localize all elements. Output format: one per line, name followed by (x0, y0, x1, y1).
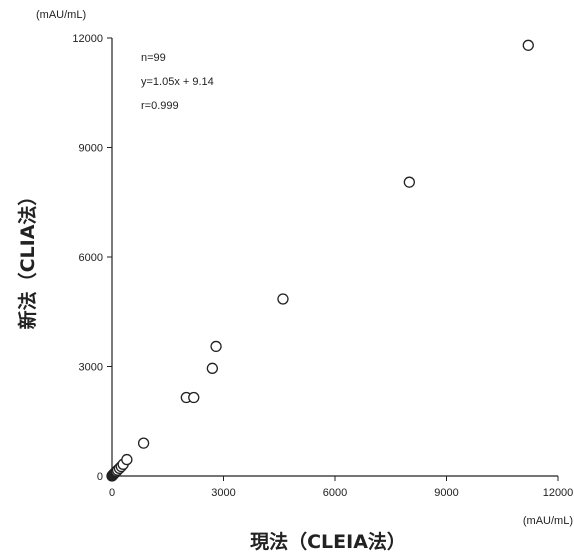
y-axis-label: 新法（CLIA法） (16, 187, 39, 330)
data-point (121, 453, 133, 466)
data-point (188, 391, 200, 404)
data-point (403, 176, 415, 188)
y-tick-label: 6000 (79, 252, 103, 264)
x-tick-label: 0 (109, 487, 115, 499)
ticks: 0 3000 6000 9000 12000 0 3000 6000 9000 12000 (72, 33, 573, 499)
y-tick-label: 0 (97, 471, 103, 483)
data-points (106, 39, 534, 482)
data-point (206, 362, 219, 374)
x-tick-label: 9000 (434, 487, 458, 499)
data-point (277, 293, 289, 305)
data-point (522, 39, 534, 51)
x-axis-unit: (mAU/mL) (523, 515, 573, 527)
x-axis-label: 現法（CLEIA法） (250, 530, 406, 553)
y-tick-label: 3000 (79, 362, 103, 374)
y-tick-label: 9000 (79, 143, 103, 155)
data-point (210, 340, 222, 353)
data-point (137, 437, 150, 449)
y-axis-unit: (mAU/mL) (36, 9, 86, 21)
x-tick-label: 12000 (543, 487, 574, 499)
axes (111, 38, 558, 477)
annotation-n: n=99 (141, 52, 166, 64)
x-tick-label: 6000 (323, 487, 347, 499)
x-tick-label: 3000 (211, 487, 235, 499)
y-tick-label: 12000 (72, 33, 103, 45)
annotation-correlation: r=0.999 (141, 100, 179, 112)
annotation-regression: y=1.05x + 9.14 (141, 76, 214, 88)
